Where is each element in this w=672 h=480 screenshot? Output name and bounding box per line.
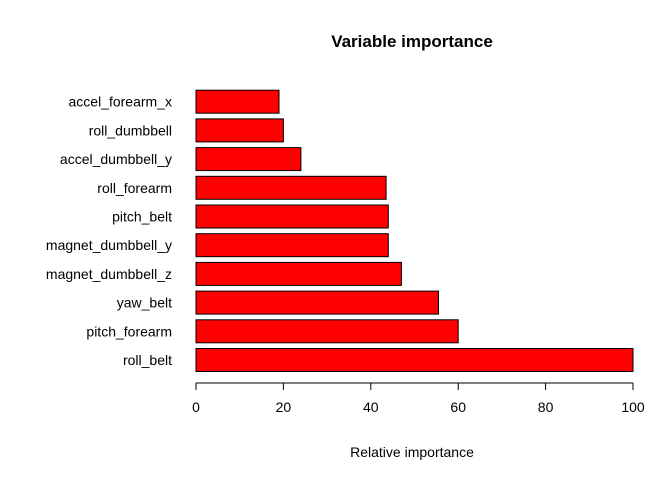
category-label: yaw_belt [117,295,172,311]
bar-roll_forearm [195,175,387,200]
category-label: pitch_belt [112,209,172,225]
category-label: roll_forearm [97,180,172,196]
category-label: roll_dumbbell [89,122,172,138]
x-axis: 0 20 40 60 80 100 [192,382,645,415]
category-label: magnet_dumbbell_y [46,237,172,253]
x-axis-label: Relative importance [350,444,474,460]
bar-magnet_dumbbell_y [195,233,389,258]
bar-yaw_belt [195,290,439,315]
bars-group [195,89,634,372]
category-label: accel_forearm_x [69,94,173,110]
bar-accel_forearm_x [195,89,280,114]
bar-pitch_belt [195,204,389,229]
bar-pitch_forearm [195,319,459,344]
chart-title: Variable importance [331,32,493,51]
x-tick-label: 20 [276,399,292,415]
bar-roll_belt [195,348,634,372]
x-tick-label: 40 [363,399,379,415]
category-label: pitch_forearm [86,323,172,339]
bar-roll_dumbbell [195,118,284,143]
category-label: accel_dumbbell_y [60,151,172,167]
category-label: magnet_dumbbell_z [46,266,172,282]
bar-accel_dumbbell_y [195,147,302,172]
x-tick-label: 80 [538,399,554,415]
x-tick-label: 60 [450,399,466,415]
bar-magnet_dumbbell_z [195,261,402,286]
x-tick-label: 100 [621,399,645,415]
category-labels: roll_belt pitch_forearm yaw_belt magnet_dum… [46,94,172,368]
x-tick-label: 0 [192,399,200,415]
category-label: roll_belt [123,352,172,368]
